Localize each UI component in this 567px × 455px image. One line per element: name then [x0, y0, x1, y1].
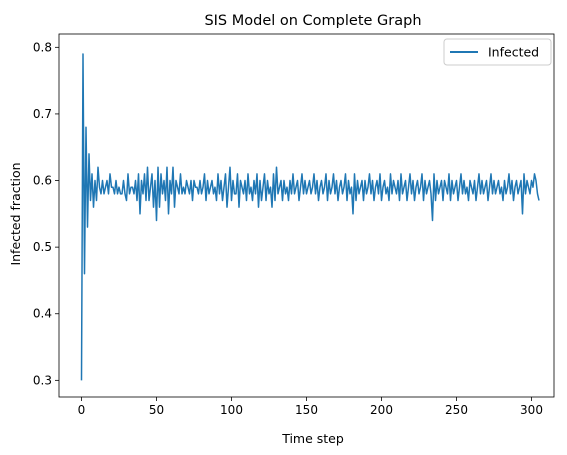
chart-title: SIS Model on Complete Graph	[204, 13, 421, 29]
y-tick-label: 0.5	[33, 240, 52, 254]
y-tick-label: 0.6	[33, 174, 52, 188]
x-tick-label: 50	[149, 403, 164, 417]
y-tick-label: 0.3	[33, 373, 52, 387]
x-tick-label: 0	[78, 403, 86, 417]
x-tick-label: 200	[370, 403, 393, 417]
legend: Infected	[443, 38, 552, 66]
y-tick-label: 0.8	[33, 40, 52, 54]
x-tick-label: 100	[220, 403, 243, 417]
x-tick-label: 300	[520, 403, 543, 417]
series-line-infected	[80, 53, 540, 381]
y-axis: 0.3 0.4 0.5 0.6 0.7 0.8	[33, 40, 59, 387]
x-axis-label: Time step	[281, 431, 344, 446]
plot-frame	[58, 33, 555, 398]
y-axis-label: Infected fraction	[8, 162, 23, 265]
legend-box	[443, 38, 552, 66]
legend-label-infected: Infected	[488, 45, 539, 60]
plot-area	[58, 33, 555, 398]
x-tick-label: 250	[445, 403, 468, 417]
y-tick-label: 0.7	[33, 107, 52, 121]
y-tick-label: 0.4	[33, 307, 52, 321]
x-axis: 0 50 100 150 200 250 300	[78, 397, 543, 417]
x-tick-label: 150	[295, 403, 318, 417]
